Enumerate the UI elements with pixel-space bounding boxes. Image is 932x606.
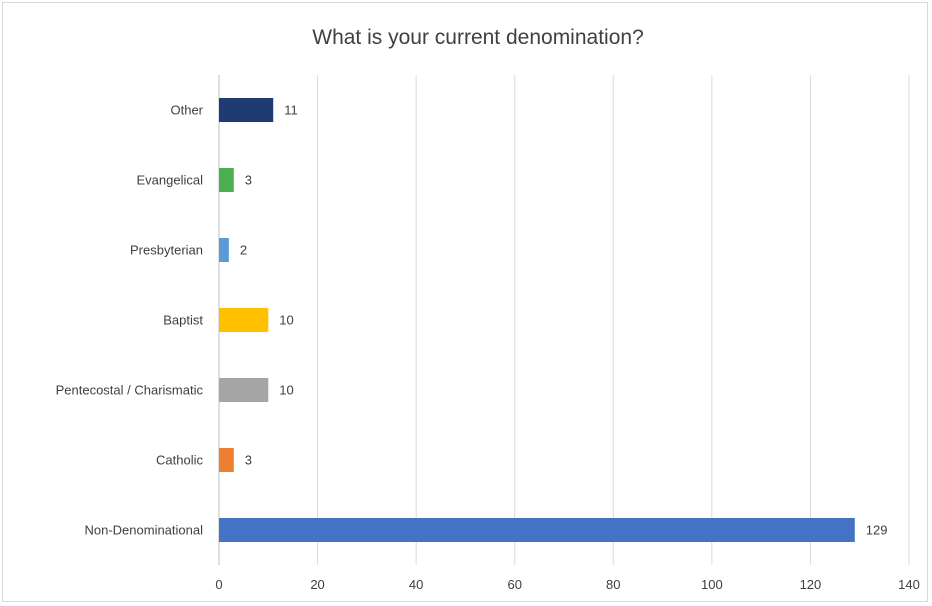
- grid-lines: [218, 75, 910, 565]
- x-tick-label: 80: [606, 577, 620, 592]
- chart-title: What is your current denomination?: [312, 26, 644, 49]
- category-label: Non-Denominational: [84, 523, 203, 538]
- x-axis-ticks: 0 20 40 60 80 100 120 140: [215, 577, 919, 592]
- x-tick-label: 140: [898, 577, 920, 592]
- data-label: 10: [279, 313, 293, 328]
- category-label: Evangelical: [137, 173, 204, 188]
- data-label: 3: [245, 173, 252, 188]
- bar: [219, 448, 234, 472]
- x-tick-label: 0: [215, 577, 222, 592]
- bar: [219, 308, 269, 332]
- data-label: 129: [866, 523, 888, 538]
- bar: [219, 238, 229, 262]
- category-label: Presbyterian: [130, 243, 203, 258]
- category-label: Other: [170, 103, 203, 118]
- data-label: 11: [284, 103, 298, 118]
- data-label: 3: [245, 453, 252, 468]
- bar: [219, 518, 855, 542]
- bar: [219, 98, 274, 122]
- category-labels: Other Evangelical Presbyterian Baptist Pente…: [56, 103, 204, 538]
- bar: [219, 378, 269, 402]
- data-labels: 11 3 2 10 10 3 129: [240, 103, 888, 538]
- x-tick-label: 120: [800, 577, 822, 592]
- bar: [219, 168, 234, 192]
- category-label: Baptist: [163, 313, 203, 328]
- x-tick-label: 100: [701, 577, 723, 592]
- category-label: Catholic: [156, 453, 203, 468]
- data-label: 10: [279, 383, 293, 398]
- category-label: Pentecostal / Charismatic: [56, 383, 204, 398]
- bars: [219, 98, 855, 542]
- x-tick-label: 40: [409, 577, 423, 592]
- data-label: 2: [240, 243, 247, 258]
- x-tick-label: 20: [310, 577, 324, 592]
- x-tick-label: 60: [507, 577, 521, 592]
